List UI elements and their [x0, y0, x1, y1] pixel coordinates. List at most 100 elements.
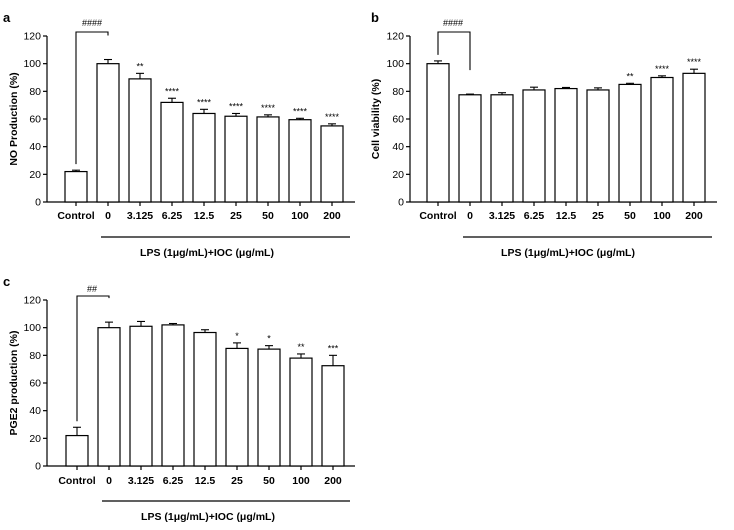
panel-b-category-label: 200 [685, 210, 703, 222]
panel-a-y-tick-label: 100 [23, 58, 41, 70]
panel-b-y-tick-label: 100 [386, 58, 404, 70]
panel-b-category-label: 12.5 [556, 210, 577, 222]
panel-c-comparison-bracket [76, 295, 110, 422]
panel-a-comparison-bracket [75, 31, 109, 165]
panel-a-significance-label: **** [261, 103, 276, 113]
panel-b-significance-label: **** [687, 57, 702, 67]
panel-a-significance-label: **** [197, 97, 212, 107]
panel-c-category-label: 50 [263, 475, 275, 487]
panel-a-y-tick-label: 120 [23, 31, 41, 43]
panel-a-significance-label: **** [229, 101, 244, 111]
panel-c-y-tick-label: 40 [29, 405, 41, 417]
panel-b-bar [650, 76, 674, 203]
panel-a-bar [224, 115, 248, 203]
panel-c-category-label: 12.5 [195, 475, 216, 487]
panel-b-y-tick-label: 60 [392, 114, 404, 126]
panel-c-y-tick-label: 80 [29, 350, 41, 362]
panel-c-bar [257, 348, 281, 467]
panel-c: c PGE2 production (%) LPS (1μg/mL)+IOC (… [3, 274, 355, 523]
panel-b-letter: b [371, 10, 379, 25]
panel-b-category-label: Control [419, 210, 456, 222]
panel-a: a NO Production (%) LPS (1μg/mL)+IOC (μg… [3, 10, 355, 259]
panel-b-bar [554, 87, 578, 203]
panel-c-category-label: 0 [106, 475, 112, 487]
panel-c-category-label: 6.25 [163, 475, 184, 487]
panel-a-x-axis-label: LPS (1μg/mL)+IOC (μg/mL) [140, 247, 274, 259]
panel-b-y-tick-label: 20 [392, 169, 404, 181]
panel-c-y-tick-label: 60 [29, 378, 41, 390]
panel-a-bar [96, 63, 120, 203]
panel-a-y-tick-label: 60 [29, 114, 41, 126]
panel-b-comparison-bracket [437, 31, 471, 71]
panel-a-significance-label: **** [165, 86, 180, 96]
panel-a-category-label: 0 [105, 210, 111, 222]
panel-a-y-tick-label: 80 [29, 86, 41, 98]
panel-b-bar [682, 72, 706, 203]
panel-a-bar [288, 119, 312, 203]
panel-a-category-label: 12.5 [194, 210, 215, 222]
panel-c-significance-label: * [267, 334, 271, 344]
panel-c-category-label: 100 [292, 475, 310, 487]
panel-c-bar [65, 434, 89, 467]
panel-c-bar [289, 357, 313, 467]
panel-a-bar [320, 125, 344, 203]
panel-c-significance-label: ** [297, 342, 305, 352]
panel-c-bar [321, 365, 345, 467]
panel-c-category-label: 25 [231, 475, 243, 487]
panel-b-y-axis-label: Cell viability (%) [370, 79, 382, 160]
panel-b-y-tick-label: 0 [398, 197, 404, 209]
panel-a-category-label: 3.125 [127, 210, 153, 222]
panel-a-significance-label: ** [136, 61, 144, 71]
panel-a-y-tick-label: 20 [29, 169, 41, 181]
panel-c-y-tick-label: 120 [23, 295, 41, 307]
panel-c-y-axis-label: PGE2 production (%) [8, 331, 20, 436]
panel-a-comparison-label: #### [82, 18, 102, 28]
panel-c-y-tick-label: 100 [23, 322, 41, 334]
panel-a-bar [256, 116, 280, 203]
panel-c-comparison-label: ## [87, 284, 97, 294]
panel-c-y-tick-label: 0 [35, 461, 41, 473]
panel-a-y-tick-label: 0 [35, 197, 41, 209]
panel-a-bar [64, 170, 88, 203]
panel-b-y-tick-label: 40 [392, 141, 404, 153]
panel-b-bar [522, 89, 546, 203]
panel-b-bar [490, 94, 514, 203]
panel-b: b Cell viability (%) LPS (1μg/mL)+IOC (μ… [370, 10, 717, 259]
panel-a-category-label: 200 [323, 210, 341, 222]
panel-b-bar [586, 89, 610, 203]
panel-c-category-label: Control [58, 475, 95, 487]
panel-c-significance-label: * [235, 331, 239, 341]
panel-a-significance-label: **** [325, 112, 340, 122]
panel-b-category-label: 6.25 [524, 210, 545, 222]
panel-b-bar [458, 94, 482, 203]
panel-b-significance-label: **** [655, 64, 670, 74]
panel-b-y-tick-label: 120 [386, 31, 404, 43]
panel-c-bar [129, 325, 153, 467]
panel-b-category-label: 0 [467, 210, 473, 222]
panel-a-category-label: 100 [291, 210, 309, 222]
panel-c-x-axis-label: LPS (1μg/mL)+IOC (μg/mL) [141, 511, 275, 523]
panel-b-category-label: 3.125 [489, 210, 515, 222]
panel-b-comparison-label: #### [443, 18, 463, 28]
panel-a-bar [160, 101, 184, 203]
panel-a-bar [128, 78, 152, 203]
panel-b-bar [426, 63, 450, 203]
panel-b-significance-label: ** [626, 71, 634, 81]
panel-a-significance-label: **** [293, 106, 308, 116]
panel-c-letter: c [3, 274, 10, 289]
panel-b-category-label: 50 [624, 210, 636, 222]
panel-c-category-label: 200 [324, 475, 342, 487]
panel-c-significance-label: *** [328, 343, 339, 353]
panel-b-category-label: 100 [653, 210, 671, 222]
panel-a-category-label: Control [57, 210, 94, 222]
panel-a-bar [192, 112, 216, 203]
panel-b-x-axis-label: LPS (1μg/mL)+IOC (μg/mL) [501, 247, 635, 259]
panel-c-bar [225, 347, 249, 467]
panel-c-bar [97, 327, 121, 467]
panel-a-category-label: 50 [262, 210, 274, 222]
panel-c-y-tick-label: 20 [29, 433, 41, 445]
panel-a-category-label: 25 [230, 210, 242, 222]
panel-a-y-axis-label: NO Production (%) [8, 72, 20, 165]
panel-b-category-label: 25 [592, 210, 604, 222]
